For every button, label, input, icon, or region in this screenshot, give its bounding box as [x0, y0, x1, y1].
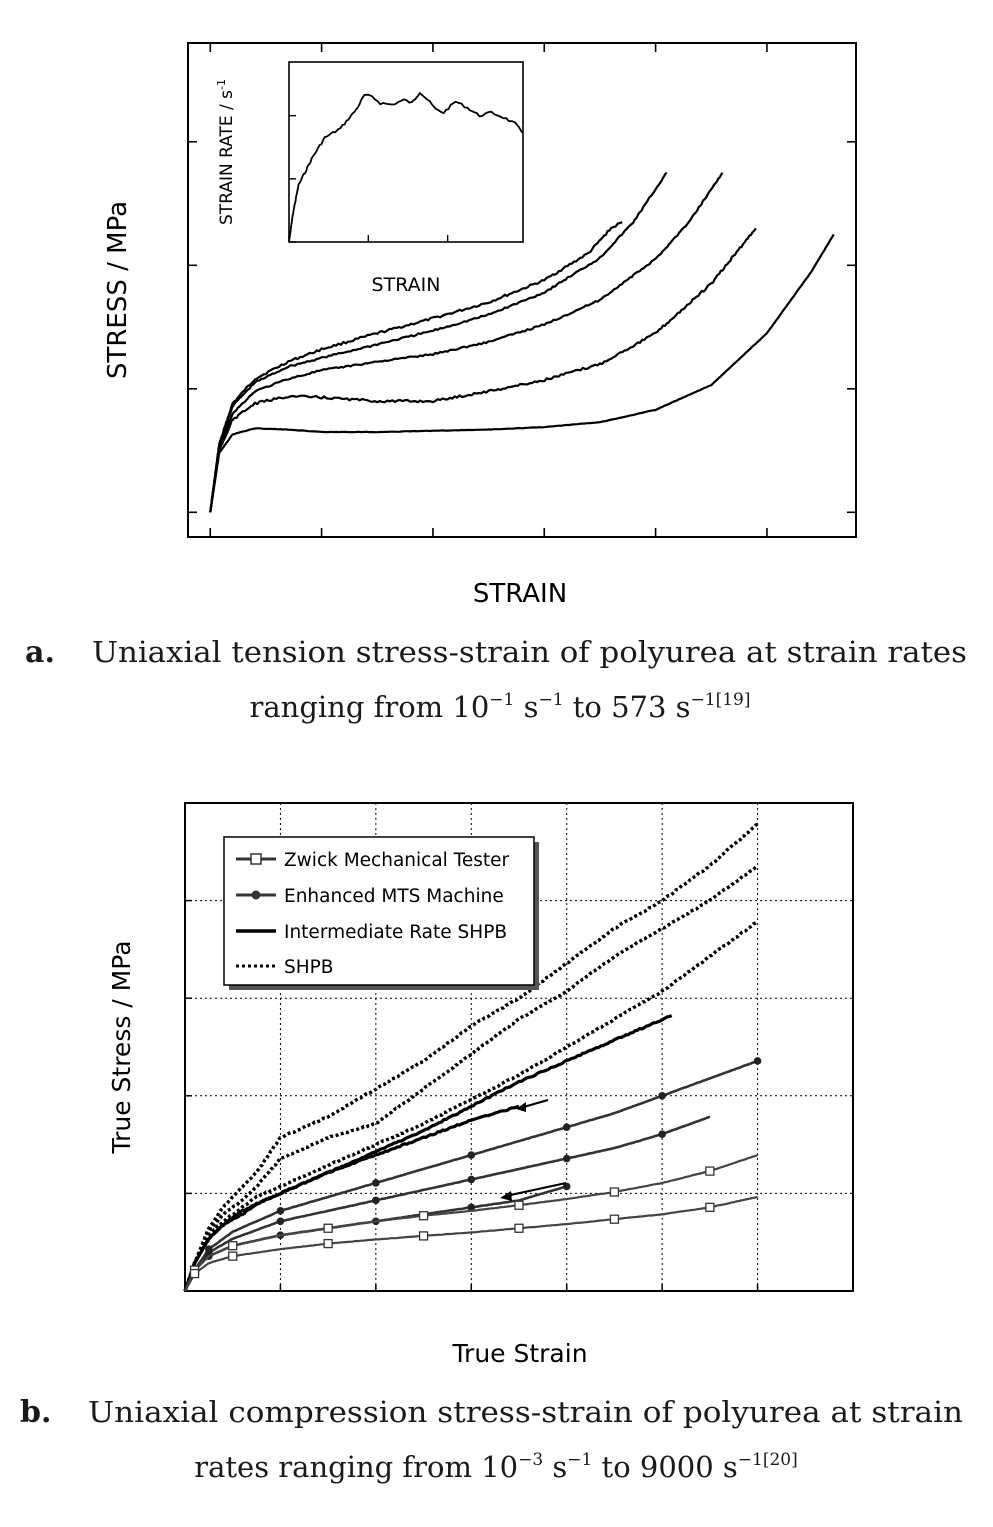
chart-b-series-square: [323, 1223, 333, 1233]
chart-b-series-line: [183, 822, 759, 1292]
caption-a-line1: Uniaxial tension stress-strain of polyur…: [92, 635, 967, 669]
chart-a-series: [209, 171, 835, 513]
chart-b-series-square: [228, 1251, 238, 1261]
inset-series-line: [288, 91, 524, 243]
inset-y-axis-label-sup: -1: [215, 79, 228, 90]
chart-b-series-square: [323, 1238, 333, 1249]
legend-marker-dot: [251, 890, 261, 900]
legend-entry-zwick: Zwick Mechanical Tester: [236, 850, 509, 871]
chart-b-arrowhead-1-4: [500, 1191, 512, 1201]
caption-b-t2: s: [543, 1450, 567, 1484]
chart-b-series-labels: [548, 831, 766, 1220]
chart-b-series-dot: [467, 1151, 476, 1159]
chart-b-series-dot: [658, 1092, 666, 1100]
chart-b-x-axis-label: True Strain: [451, 1339, 587, 1368]
inset-series: [288, 91, 524, 243]
chart-b-series-square: [705, 1166, 715, 1176]
chart-b-series-line: [183, 1014, 673, 1292]
legend-label-intermediate: Intermediate Rate SHPB: [284, 922, 507, 943]
chart-b-arrow-1-4: [505, 1182, 567, 1197]
legend-box: [223, 836, 535, 986]
chart-a-inset: STRAIN STRAIN RATE / s-1: [215, 61, 524, 296]
legend-entry-intermediate: Intermediate Rate SHPB: [236, 922, 507, 943]
chart-a-series-line: [209, 227, 757, 513]
chart-b-series-line: [183, 1059, 759, 1292]
caption-b-ref: [20]: [763, 1450, 798, 1470]
chart-b-series-square: [514, 1200, 524, 1210]
caption-a-letter: a.: [25, 635, 55, 670]
caption-b-line2: rates ranging from 10−3 s−1 to 9000 s−1[…: [194, 1450, 798, 1484]
chart-b-series: [183, 822, 762, 1292]
chart-b-frame: [184, 802, 854, 1292]
chart-a-ticks: [188, 43, 856, 537]
chart-b-series-dot: [562, 1123, 571, 1131]
chart-b-series-dot: [562, 1154, 571, 1163]
chart-b-series-dot: [658, 1130, 666, 1138]
caption-b-line1: Uniaxial compression stress-strain of po…: [88, 1395, 963, 1429]
caption-a-t1: ranging from 10: [249, 690, 489, 724]
chart-b-series-line: [184, 1195, 758, 1292]
caption-a-t2: s: [514, 690, 538, 724]
inset-y-axis-label: STRAIN RATE / s-1: [215, 79, 237, 225]
chart-a-series-line: [209, 221, 623, 513]
caption-b-s1: −3: [518, 1450, 543, 1470]
chart-b-series-line: [183, 1104, 520, 1292]
caption-b-t1: rates ranging from 10: [194, 1450, 518, 1484]
chart-b: True Strain True Stress / MPa Zwick Mech…: [107, 802, 854, 1368]
caption-b-t3: to 9000 s: [592, 1450, 737, 1484]
chart-b-y-axis-label: True Stress / MPa: [107, 940, 136, 1154]
caption-b-s2: −1: [567, 1450, 592, 1470]
chart-a-y-axis-label: STRESS / MPa: [103, 201, 133, 379]
chart-b-series-square: [705, 1202, 715, 1212]
caption-a-s3: −1: [691, 690, 716, 710]
chart-b-series-dot: [467, 1203, 476, 1212]
legend-entry-shpb: SHPB: [236, 957, 334, 978]
inset-frame: [288, 61, 524, 243]
chart-b-series-dot: [372, 1179, 380, 1187]
chart-b-series-square: [189, 1268, 200, 1279]
legend-label-zwick: Zwick Mechanical Tester: [284, 850, 509, 871]
chart-b-legend: Zwick Mechanical Tester Enhanced MTS Mac…: [223, 836, 539, 990]
caption-a-line2: ranging from 10−1 s−1 to 573 s−1[19]: [249, 690, 750, 724]
legend-marker-square: [250, 853, 262, 865]
chart-b-series-dot: [467, 1175, 476, 1184]
caption-a-s2: −1: [538, 690, 563, 710]
caption-a-ref: [19]: [716, 690, 751, 710]
chart-b-series-square: [609, 1214, 620, 1224]
chart-b-arrowhead-800: [516, 1102, 526, 1112]
chart-b-series-square: [418, 1231, 429, 1241]
chart-b-series-square: [514, 1223, 524, 1233]
chart-a-series-line: [209, 172, 724, 513]
chart-b-series-line: [183, 1115, 711, 1292]
caption-a-s1: −1: [489, 690, 514, 710]
inset-x-axis-label: STRAIN: [372, 274, 441, 296]
chart-b-series-dot: [753, 1057, 762, 1065]
chart-b-series-dot: [276, 1207, 285, 1215]
chart-a-series-line: [209, 171, 668, 513]
chart-a-frame: [187, 42, 857, 538]
caption-b-letter: b.: [20, 1395, 51, 1430]
chart-b-series-square: [609, 1187, 620, 1197]
chart-b-series-line: [184, 1154, 758, 1292]
chart-a-series-labels: [552, 165, 782, 365]
chart-b-series-dot: [276, 1217, 285, 1226]
chart-b-series-line: [183, 920, 759, 1292]
chart-b-series-line: [183, 864, 759, 1292]
chart-a-series-line: [209, 233, 835, 513]
chart-a: STRAIN STRESS / MPa STRAIN STRAIN RATE /…: [103, 42, 857, 609]
caption-b-s3: −1: [738, 1450, 763, 1470]
legend-label-shpb: SHPB: [284, 957, 334, 978]
legend-entry-mts: Enhanced MTS Machine: [236, 886, 504, 907]
chart-b-series-square: [418, 1211, 429, 1221]
chart-a-x-axis-label: STRAIN: [473, 579, 567, 609]
legend-label-mts: Enhanced MTS Machine: [284, 886, 504, 907]
caption-a-t3: to 573 s: [564, 690, 691, 724]
chart-b-series-dot: [372, 1196, 380, 1205]
chart-b-series-square: [228, 1241, 238, 1251]
inset-y-axis-label-main: STRAIN RATE / s: [217, 90, 237, 225]
chart-b-series-dot: [562, 1182, 571, 1191]
